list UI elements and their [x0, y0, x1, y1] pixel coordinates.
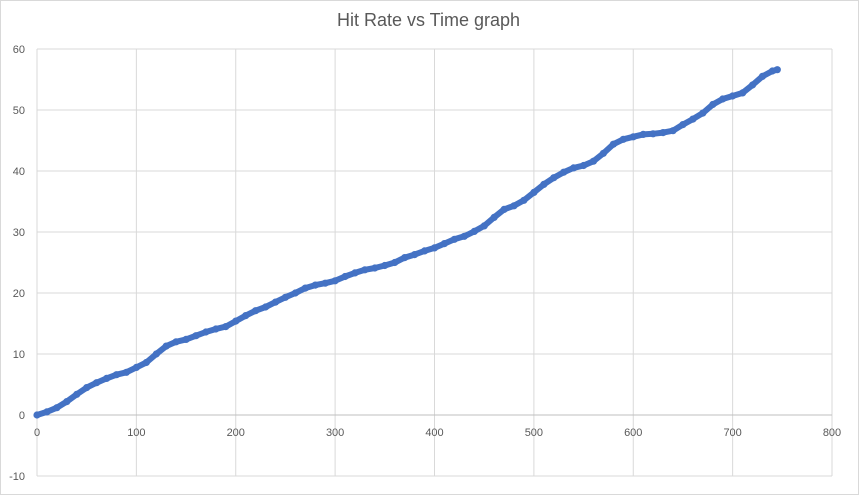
x-tick-label: 0	[34, 427, 40, 439]
data-point	[669, 127, 677, 135]
data-point	[490, 213, 498, 221]
data-point	[381, 261, 389, 270]
series-line	[34, 66, 781, 418]
data-point	[53, 404, 61, 412]
y-tick-label: 50	[13, 105, 25, 117]
data-point	[63, 398, 71, 406]
x-tick-label: 300	[326, 427, 344, 439]
data-point	[460, 232, 468, 240]
data-point	[112, 371, 121, 379]
data-point	[599, 149, 608, 157]
data-point	[132, 363, 140, 371]
data-point	[659, 129, 667, 137]
data-point	[83, 384, 91, 392]
data-point	[301, 284, 309, 292]
data-point	[212, 325, 220, 333]
data-point	[202, 328, 210, 336]
data-point	[281, 293, 289, 301]
data-point	[142, 358, 150, 367]
series-hit-rate	[33, 66, 781, 419]
data-point	[719, 95, 727, 103]
data-point	[192, 332, 200, 340]
data-point	[103, 374, 111, 382]
data-point	[341, 272, 349, 281]
x-tick-label: 500	[525, 427, 543, 439]
data-point	[73, 390, 81, 398]
data-point	[43, 408, 51, 416]
data-point	[262, 303, 270, 311]
data-point	[699, 109, 707, 117]
data-point	[560, 168, 568, 176]
data-point	[619, 135, 627, 143]
data-point	[450, 235, 458, 243]
data-point	[371, 264, 379, 272]
data-point	[401, 254, 409, 262]
data-point	[550, 174, 558, 182]
x-tick-label: 800	[823, 427, 841, 439]
data-point	[430, 244, 439, 252]
data-point	[242, 312, 250, 320]
data-point	[331, 277, 339, 285]
tick-labels: 0 100 200 300 400 500 600 700 800 -10 0 10 20 30 40 50 6…	[9, 44, 841, 483]
data-point	[773, 66, 781, 74]
data-point	[520, 196, 528, 204]
data-point	[709, 100, 717, 109]
data-point	[540, 180, 548, 188]
data-point	[311, 281, 319, 289]
data-point	[739, 89, 747, 97]
y-tick-label: 60	[13, 44, 25, 56]
data-point	[162, 342, 170, 350]
data-point	[609, 140, 618, 148]
x-tick-label: 200	[227, 427, 245, 439]
x-tick-label: 400	[425, 427, 443, 439]
y-tick-label: 0	[19, 410, 25, 422]
data-point	[182, 335, 190, 343]
y-tick-label: 30	[13, 227, 25, 239]
data-point	[729, 92, 737, 100]
data-point	[570, 164, 578, 172]
y-tick-label: -10	[9, 471, 25, 483]
data-point	[411, 251, 419, 259]
data-point	[470, 227, 478, 235]
data-point	[172, 338, 180, 346]
y-tick-label: 10	[13, 349, 25, 361]
chart-title: Hit Rate vs Time graph	[336, 10, 521, 30]
data-point	[629, 133, 637, 141]
grid	[36, 48, 833, 477]
data-point	[530, 188, 538, 196]
x-tick-label: 100	[127, 427, 145, 439]
data-point	[639, 130, 647, 138]
y-tick-label: 20	[13, 288, 25, 300]
data-point	[758, 72, 767, 80]
data-point	[321, 279, 329, 287]
x-tick-label: 600	[624, 427, 642, 439]
data-point	[391, 258, 399, 267]
data-point	[271, 298, 280, 306]
data-point	[361, 266, 369, 274]
data-point	[679, 121, 687, 129]
data-point	[291, 289, 299, 297]
y-tick-label: 40	[13, 166, 25, 178]
data-point	[351, 269, 359, 277]
data-point	[232, 317, 240, 325]
data-point	[421, 247, 429, 255]
data-point	[252, 307, 260, 315]
data-point	[93, 379, 101, 387]
x-tick-label: 700	[723, 427, 741, 439]
data-point	[500, 205, 508, 213]
data-point	[33, 411, 41, 419]
data-point	[748, 81, 757, 89]
data-point	[689, 115, 697, 123]
data-point	[649, 130, 657, 138]
data-point	[480, 222, 488, 230]
data-point	[152, 350, 160, 358]
data-point	[589, 157, 598, 165]
data-point	[222, 323, 230, 331]
data-point	[510, 202, 518, 210]
data-point	[122, 368, 130, 376]
data-point	[580, 161, 588, 170]
data-point	[440, 240, 448, 248]
